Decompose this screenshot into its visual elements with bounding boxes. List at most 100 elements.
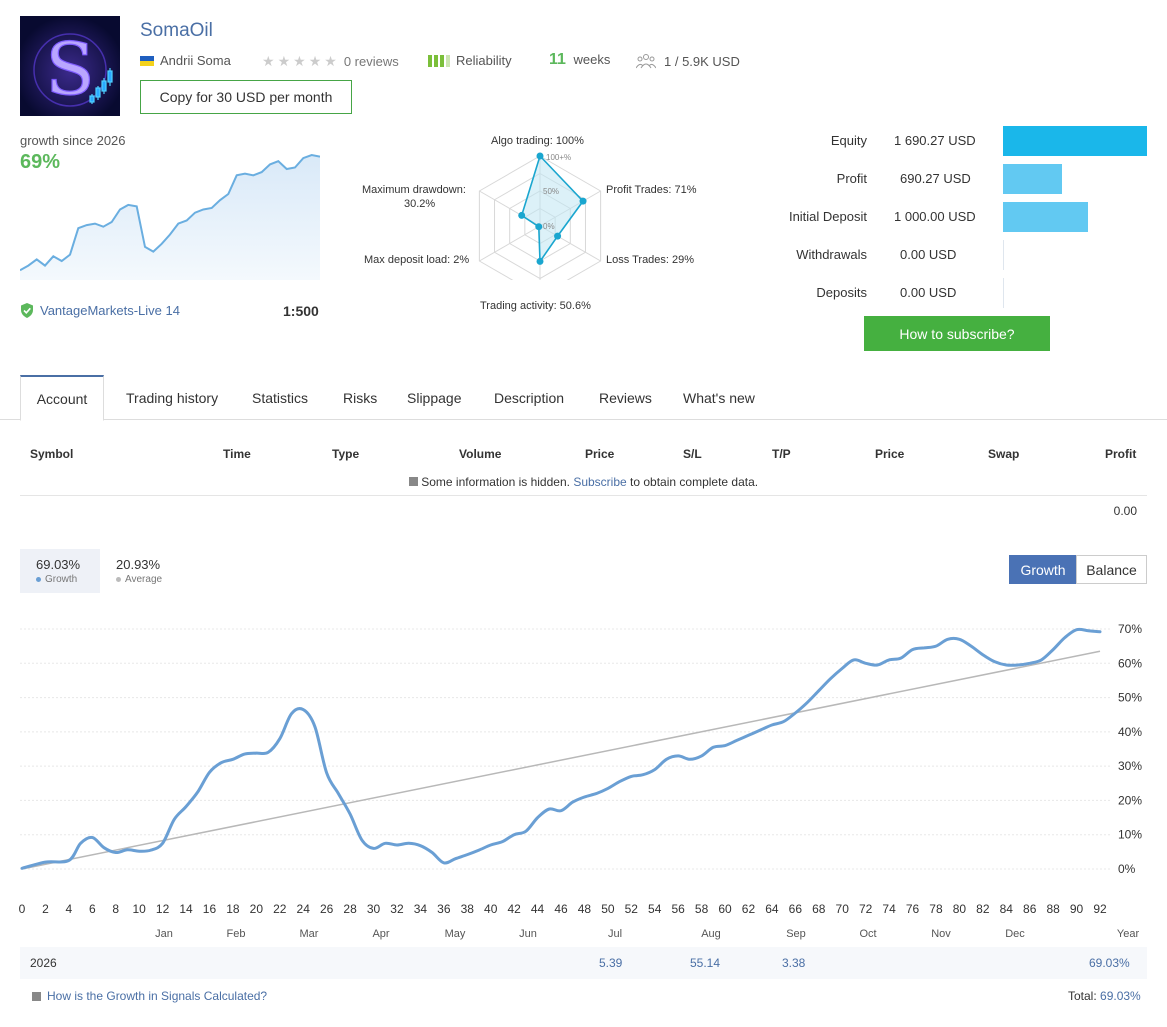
broker-name[interactable]: VantageMarkets-Live 14 — [40, 303, 180, 318]
tab-slippage[interactable]: Slippage — [407, 389, 462, 406]
weeks-number: 11 — [549, 51, 566, 68]
average-dot-icon — [116, 577, 121, 582]
x-tick-label: 58 — [695, 902, 709, 916]
tab-statistics[interactable]: Statistics — [252, 389, 309, 406]
reviews-count[interactable]: 0 reviews — [343, 54, 399, 69]
mini-chart-area — [20, 155, 320, 280]
x-tick-label: 12 — [156, 902, 170, 916]
growth-series-line — [20, 627, 1102, 870]
average-series-line — [21, 650, 1101, 870]
col-header-swap[interactable]: Swap — [988, 447, 1020, 461]
author-name[interactable]: Andrii Soma — [160, 53, 231, 68]
star-icon: ★ — [324, 53, 337, 69]
x-tick-label: 14 — [179, 902, 193, 916]
x-tick-label: 10 — [132, 902, 146, 916]
weeks: 11 weeks — [549, 51, 610, 69]
col-header-symbol[interactable]: Symbol — [30, 447, 74, 461]
hidden-info-text-end: to obtain complete data. — [630, 475, 759, 489]
x-tick-label: 64 — [765, 902, 779, 916]
copy-button[interactable]: Copy for 30 USD per month — [140, 80, 352, 114]
growth-toggle-button[interactable]: Growth — [1009, 555, 1077, 584]
finance-value: 1 000.00 USD — [894, 209, 976, 224]
y-tick-label: 20% — [1118, 793, 1142, 807]
col-header-time[interactable]: Time — [223, 447, 251, 461]
weeks-label: weeks — [573, 52, 611, 67]
subscribe-link[interactable]: Subscribe — [573, 475, 627, 489]
finance-value: 690.27 USD — [900, 171, 971, 186]
star-icon: ★ — [308, 53, 322, 69]
tab-account[interactable]: Account — [20, 375, 104, 421]
tab-risks[interactable]: Risks — [343, 389, 378, 406]
x-tick-label: 70 — [836, 902, 850, 916]
star-icon: ★ — [262, 53, 275, 69]
radar-point — [518, 211, 526, 219]
month-value-jul: 5.39 — [599, 956, 623, 970]
x-tick-label: 76 — [906, 902, 920, 916]
x-tick-label: 62 — [742, 902, 756, 916]
col-header-price-close[interactable]: Price — [875, 447, 905, 461]
growth-calculation-text[interactable]: How is the Growth in Signals Calculated? — [47, 989, 268, 1003]
month-label: Jul — [608, 928, 622, 940]
finance-label: Equity — [830, 133, 867, 148]
x-tick-label: 34 — [414, 902, 428, 916]
x-tick-label: 30 — [367, 902, 381, 916]
col-header-tp[interactable]: T/P — [772, 447, 791, 461]
growth-calculation-link[interactable]: How is the Growth in Signals Calculated? — [32, 989, 267, 1003]
col-header-sl[interactable]: S/L — [683, 447, 702, 461]
tab-bar: Account Trading history Statistics Risks… — [0, 375, 1167, 421]
x-tick-label: 26 — [320, 902, 334, 916]
how-to-subscribe-button[interactable]: How to subscribe? — [864, 316, 1050, 351]
balance-toggle-button[interactable]: Balance — [1076, 555, 1147, 584]
finance-bar — [1003, 278, 1004, 308]
average-stat[interactable]: 20.93% Average — [100, 549, 184, 593]
col-header-price[interactable]: Price — [585, 447, 615, 461]
col-header-type[interactable]: Type — [332, 447, 360, 461]
leverage: 1:500 — [283, 303, 319, 319]
radar-point — [536, 257, 544, 265]
reliability[interactable]: Reliability — [428, 53, 512, 68]
lock-icon — [408, 477, 418, 486]
x-tick-label: 22 — [273, 902, 287, 916]
month-label: Apr — [372, 928, 389, 940]
growth-stat[interactable]: 69.03% Growth — [20, 549, 100, 593]
x-tick-label: 48 — [578, 902, 592, 916]
radar-label-profit: Profit Trades: 71% — [606, 184, 697, 196]
tab-whats-new[interactable]: What's new — [683, 389, 755, 406]
x-tick-label: 32 — [390, 902, 404, 916]
x-tick-label: 40 — [484, 902, 498, 916]
y-tick-label: 30% — [1118, 759, 1142, 773]
radar-label-algo: Algo trading: 100% — [491, 135, 584, 147]
growth-stat-value: 69.03% — [36, 557, 81, 572]
signal-title[interactable]: SomaOil — [140, 20, 213, 41]
y-tick-label: 60% — [1118, 656, 1142, 670]
star-icon: ★ — [277, 53, 291, 69]
finance-value: 0.00 USD — [900, 285, 957, 300]
x-tick-label: 28 — [343, 902, 357, 916]
col-header-profit[interactable]: Profit — [1105, 447, 1137, 461]
mini-chart-line — [20, 153, 320, 272]
svg-text:S: S — [45, 27, 94, 111]
radar-label-activity: Trading activity: 50.6% — [480, 300, 591, 312]
rating[interactable]: ★ ★ ★ ★ ★ 0 reviews — [262, 53, 399, 70]
tab-description[interactable]: Description — [494, 389, 565, 406]
x-tick-label: 4 — [66, 902, 73, 916]
col-header-volume[interactable]: Volume — [459, 447, 502, 461]
broker[interactable]: VantageMarkets-Live 14 — [20, 303, 180, 318]
month-label: Sep — [786, 928, 806, 940]
y-tick-label: 70% — [1118, 622, 1142, 636]
y-tick-label: 10% — [1118, 828, 1142, 842]
growth-since-label: growth since 2026 — [20, 133, 126, 148]
ukraine-flag-icon — [140, 55, 154, 66]
x-tick-label: 56 — [671, 902, 685, 916]
radar-chart: 100+% 50% 0% — [478, 152, 602, 280]
month-label: Oct — [859, 928, 876, 940]
author[interactable]: Andrii Soma — [140, 53, 231, 68]
x-tick-label: 90 — [1070, 902, 1084, 916]
radar-label-loss: Loss Trades: 29% — [606, 254, 695, 266]
tab-trading-history[interactable]: Trading history — [126, 389, 219, 406]
tab-reviews[interactable]: Reviews — [599, 389, 652, 406]
x-tick-label: 46 — [554, 902, 568, 916]
x-tick-label: 68 — [812, 902, 826, 916]
x-tick-label: 72 — [859, 902, 873, 916]
x-tick-label: 42 — [507, 902, 521, 916]
